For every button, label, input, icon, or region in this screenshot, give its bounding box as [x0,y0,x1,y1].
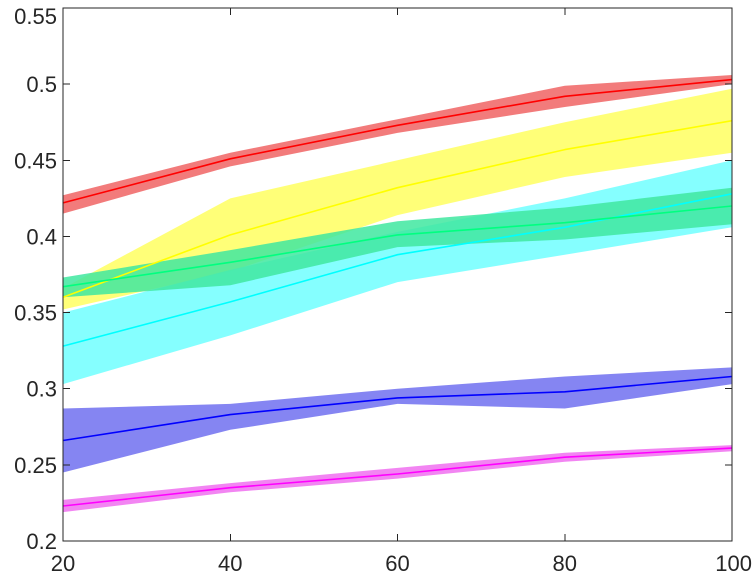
y-tick-label: 0.35 [14,301,57,326]
line-series-6 [62,447,733,507]
y-tick-label: 0.3 [26,377,57,402]
y-tick-label: 0.25 [14,453,57,478]
x-tick-label: 40 [218,551,242,574]
y-tick-label: 0.2 [26,529,57,554]
line-series-1 [62,78,733,204]
x-tick-label: 80 [553,551,577,574]
confidence-bands [63,75,732,513]
band-series-5 [63,367,732,473]
line-series-2 [62,119,733,299]
line-series-3 [62,193,733,347]
y-axis-ticks: 0.2 0.25 0.3 0.35 0.4 0.45 0.5 0.55 [14,4,732,554]
y-tick-label: 0.45 [14,148,57,173]
band-series-6 [63,445,732,513]
band-series-4 [63,187,732,298]
x-tick-label: 60 [385,551,409,574]
series-lines [62,78,733,507]
band-series-1 [63,75,732,214]
x-tick-label: 20 [51,551,75,574]
y-tick-label: 0.5 [26,72,57,97]
x-axis-ticks: 20 40 60 80 100 [51,8,752,574]
y-tick-label: 0.55 [14,4,57,29]
y-tick-label: 0.4 [26,224,57,249]
line-series-4 [62,205,733,288]
x-tick-label: 100 [715,551,752,574]
line-series-5 [62,375,733,442]
